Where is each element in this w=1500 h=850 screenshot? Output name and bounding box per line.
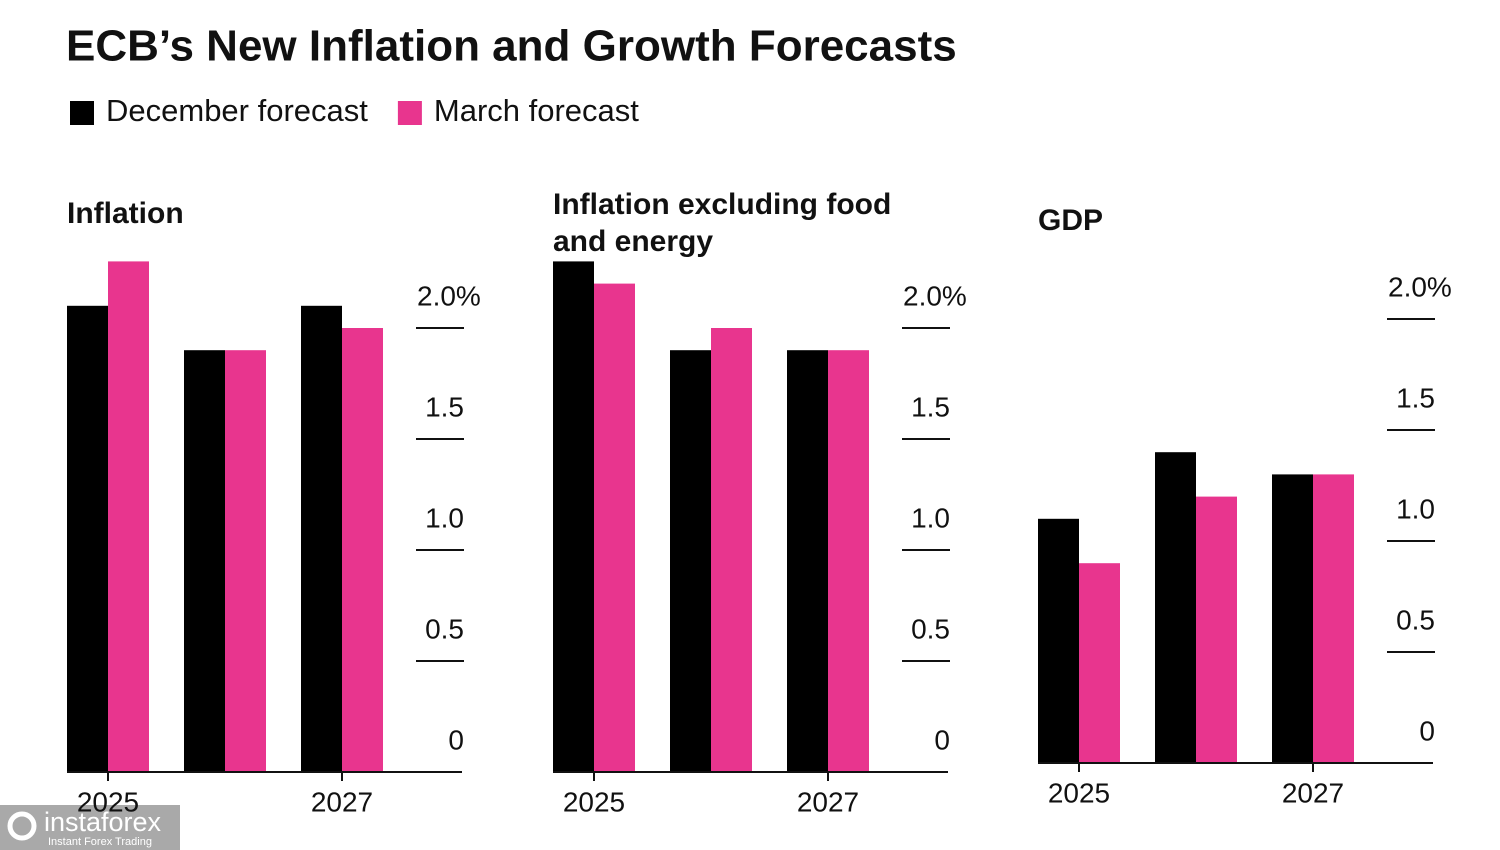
- legend-swatch: [70, 101, 94, 125]
- y-tick-label: 0: [1419, 715, 1435, 746]
- y-tick-label: 2.0%: [903, 280, 967, 311]
- panel-title: Inflation: [67, 197, 184, 230]
- bar: [301, 305, 342, 772]
- bar: [108, 261, 149, 772]
- watermark-tagline: Instant Forex Trading: [48, 836, 152, 848]
- bar: [1038, 518, 1079, 763]
- y-tick-label: 0.5: [1396, 604, 1435, 635]
- y-tick-label: 1.0: [425, 502, 464, 533]
- y-tick-label: 1.5: [911, 391, 950, 422]
- x-tick-label: 2025: [77, 786, 139, 817]
- watermark: instaforex Instant Forex Trading: [0, 805, 180, 850]
- legend-swatch: [397, 101, 422, 125]
- y-tick-label: 0.5: [911, 613, 950, 644]
- y-tick-label: 2.0%: [417, 280, 481, 311]
- bar: [1196, 496, 1237, 763]
- bar: [711, 328, 752, 772]
- y-tick-label: 1.0: [1396, 493, 1435, 524]
- bar: [1272, 474, 1313, 763]
- legend-label: December forecast: [106, 93, 368, 128]
- y-tick-label: 1.5: [1396, 382, 1435, 413]
- bar: [828, 350, 869, 772]
- bar: [670, 350, 711, 772]
- x-tick-label: 2027: [797, 786, 859, 817]
- y-tick-label: 0: [448, 724, 464, 755]
- bar: [1079, 563, 1120, 763]
- x-tick-label: 2025: [563, 786, 625, 817]
- legend-label: March forecast: [434, 93, 639, 128]
- y-tick-label: 1.0: [911, 502, 950, 533]
- x-tick-label: 2027: [311, 786, 373, 817]
- y-tick-label: 0: [934, 724, 950, 755]
- x-tick-label: 2027: [1282, 777, 1344, 808]
- y-tick-label: 0.5: [425, 613, 464, 644]
- watermark-bg: [0, 805, 180, 850]
- y-tick-label: 1.5: [425, 391, 464, 422]
- bar: [225, 350, 266, 772]
- bar: [1155, 452, 1196, 763]
- bar: [67, 305, 108, 772]
- bar: [594, 283, 635, 772]
- watermark-brand: instaforex: [44, 807, 162, 837]
- bar: [553, 261, 594, 772]
- bar: [184, 350, 225, 772]
- panel-title: GDP: [1038, 204, 1104, 237]
- bar: [787, 350, 828, 772]
- bar: [342, 328, 383, 772]
- x-tick-label: 2025: [1048, 777, 1110, 808]
- watermark-icon: [7, 811, 37, 841]
- bar: [1313, 474, 1354, 763]
- panel-title: Inflation excluding food and energy: [553, 188, 892, 258]
- y-tick-label: 2.0%: [1388, 271, 1452, 302]
- chart-title: ECB’s New Inflation and Growth Forecasts: [66, 22, 957, 71]
